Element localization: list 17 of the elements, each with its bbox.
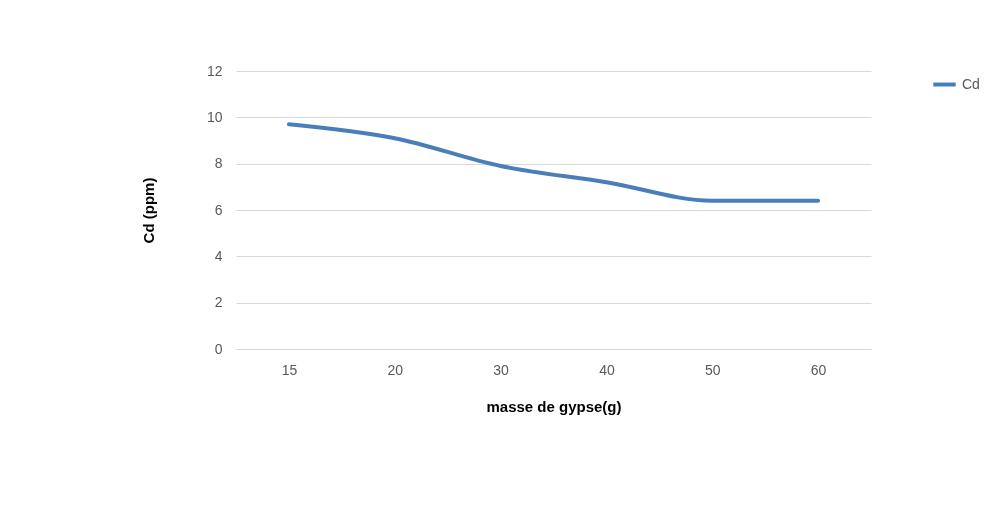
y-tick-label: 8 — [214, 155, 223, 172]
line-series — [286, 122, 821, 203]
y-tick-label: 0 — [214, 340, 223, 357]
y-axis-title: Cd (ppm) — [139, 177, 157, 244]
y-tick-label: 4 — [214, 247, 223, 264]
y-tick-label: 6 — [214, 201, 223, 218]
x-tick-label: 40 — [599, 361, 615, 378]
x-tick-label: 30 — [493, 361, 510, 378]
x-tick-label: 50 — [704, 361, 721, 378]
y-tick-label: 2 — [214, 294, 223, 311]
x-tick-label: 20 — [387, 361, 404, 378]
y-tick-label: 10 — [206, 108, 223, 125]
x-axis-title: masse de gypse(g) — [486, 397, 622, 415]
x-tick-label: 15 — [281, 361, 298, 378]
x-tick-label: 60 — [810, 361, 827, 378]
y-tick-label: 12 — [206, 62, 223, 79]
legend-label: Cd — [962, 75, 980, 92]
